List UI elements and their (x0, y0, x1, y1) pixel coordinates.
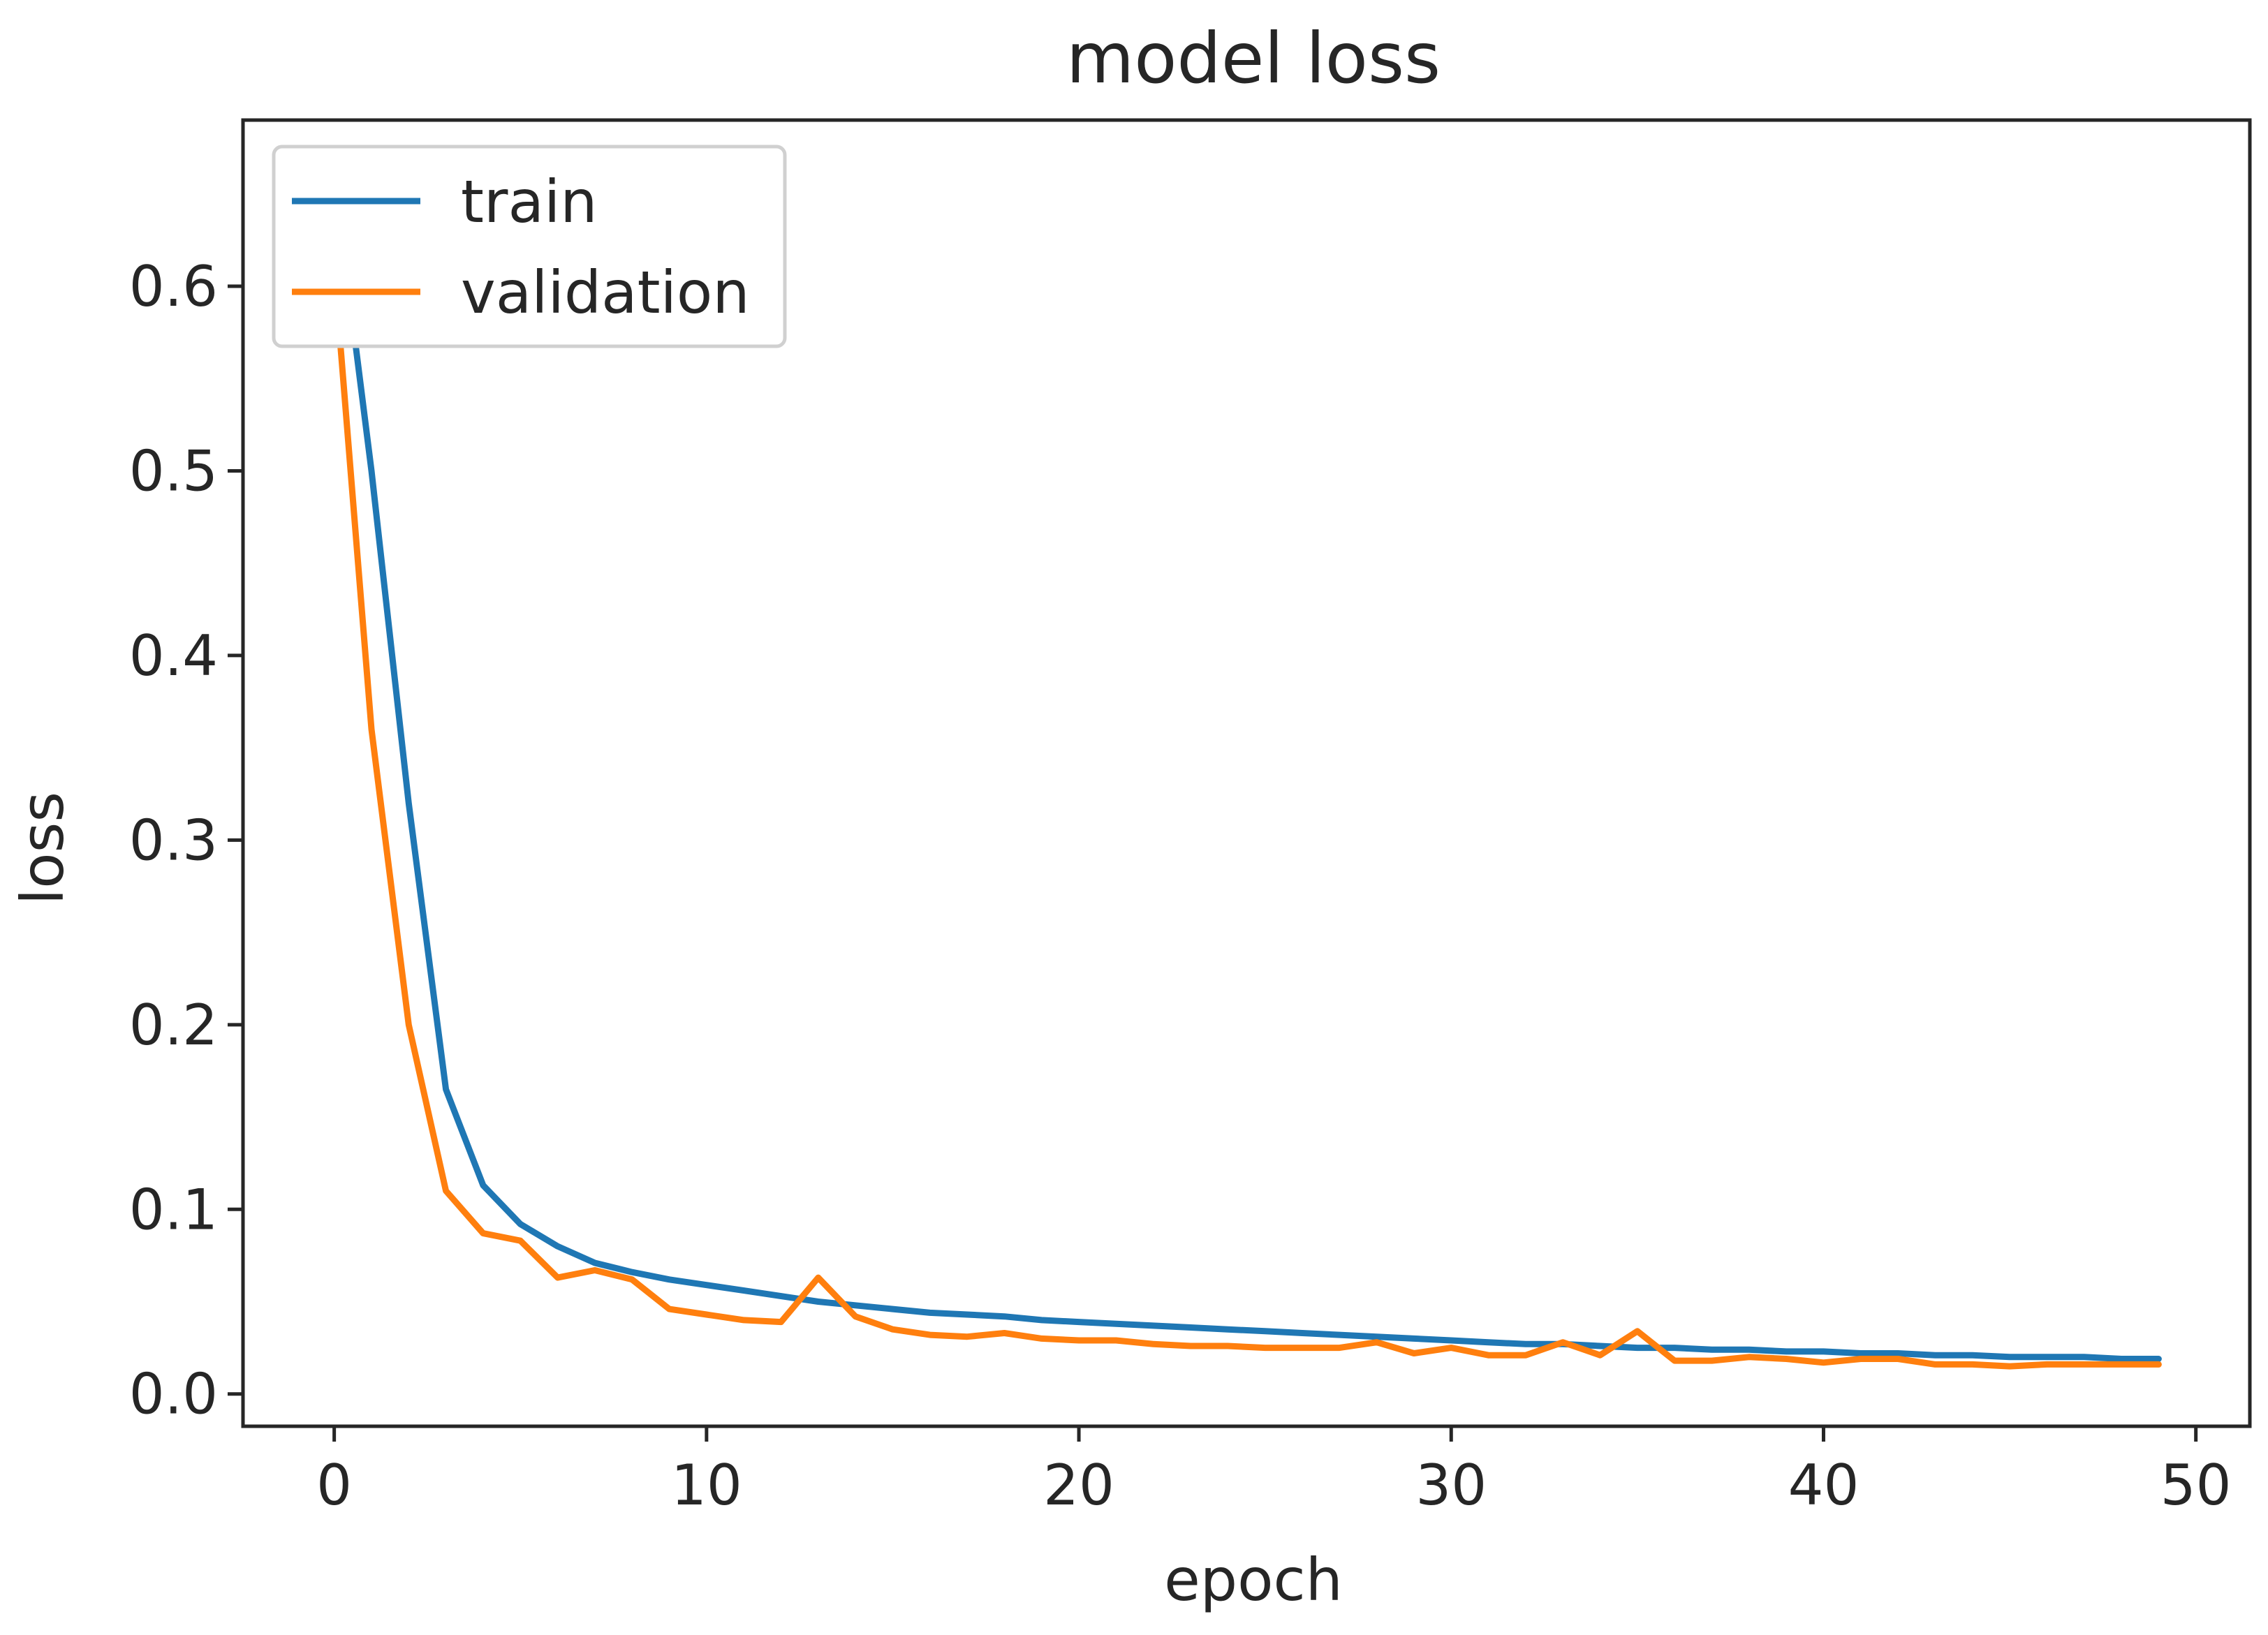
y-tick-label: 0.4 (129, 623, 218, 688)
x-tick-label: 20 (1043, 1453, 1114, 1518)
x-tick-label: 0 (316, 1453, 352, 1518)
series-line-train (331, 172, 2162, 1362)
y-tick-label: 0.2 (129, 993, 218, 1058)
y-tick-label: 0.3 (129, 808, 218, 873)
y-tick-label: 0.6 (129, 254, 218, 319)
legend-label-validation: validation (461, 258, 750, 327)
plot-frame (241, 118, 2252, 1428)
series-layer (331, 172, 2162, 1370)
legend-box (272, 145, 787, 348)
x-tick-label: 10 (671, 1453, 742, 1518)
legend: train validation (272, 145, 787, 348)
x-axis: 0 10 20 30 40 50 (316, 1426, 2232, 1518)
legend-label-train: train (461, 168, 598, 236)
y-tick-label: 0.0 (129, 1362, 218, 1427)
y-axis: 0.0 0.1 0.2 0.3 0.4 0.5 0.6 (129, 254, 243, 1427)
y-tick-label: 0.5 (129, 438, 218, 503)
y-tick-label: 0.1 (129, 1177, 218, 1242)
x-tick-label: 50 (2160, 1453, 2232, 1518)
y-axis-label: loss (8, 792, 77, 905)
x-axis-label: epoch (1164, 1546, 1343, 1614)
series-line-validation (331, 265, 2162, 1370)
chart-title: model loss (1066, 17, 1441, 99)
x-tick-label: 40 (1788, 1453, 1860, 1518)
x-tick-label: 30 (1415, 1453, 1487, 1518)
